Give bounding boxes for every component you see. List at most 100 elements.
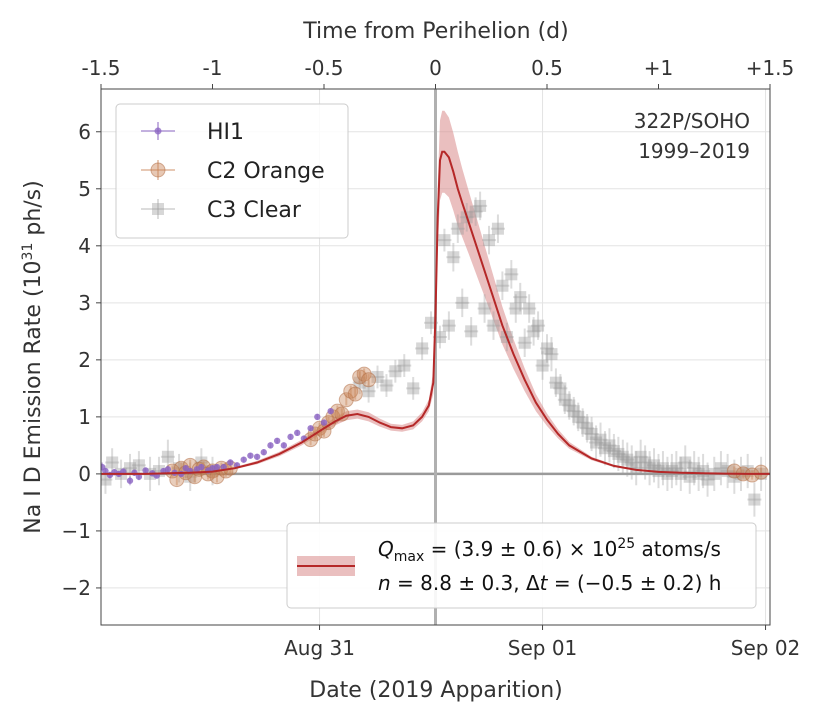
- hi1-point: [240, 456, 247, 463]
- c2-orange-point: [334, 406, 350, 422]
- c3-clear-point: [594, 433, 607, 446]
- hi1-point: [287, 433, 294, 441]
- legend-label-c3: C3 Clear: [207, 198, 302, 223]
- c3-clear-point: [567, 405, 580, 418]
- c3-clear-point: [634, 450, 647, 463]
- c3-clear-point: [665, 465, 678, 478]
- hi1-point: [307, 425, 314, 432]
- x-axis-title: Date (2019 Apparition): [309, 678, 562, 703]
- hi1-point: [135, 473, 143, 480]
- c3-clear-point: [576, 416, 589, 429]
- c3-clear-point: [433, 331, 446, 344]
- hi1-point: [213, 463, 221, 471]
- c3-clear-point: [598, 442, 611, 455]
- y-axis: 6 5 4 3 2 1 0 −1 −2: [62, 120, 101, 600]
- top-axis-title: Time from Perihelion (d): [302, 19, 568, 44]
- c3-clear-point: [456, 296, 469, 309]
- c3-clear-point: [532, 319, 545, 332]
- c3-clear-point: [674, 467, 687, 480]
- c3-clear-point: [541, 342, 553, 355]
- x-tick-label-bottom: Sep 01: [508, 636, 578, 660]
- c3-clear-point: [161, 450, 174, 463]
- c3-clear-point: [603, 439, 616, 452]
- legend-marker-c3: [141, 199, 175, 219]
- c3-clear-point: [558, 393, 571, 406]
- c3-clear-point: [362, 385, 375, 398]
- c3-clear-point: [469, 205, 482, 218]
- y-tick-label: 3: [78, 291, 91, 315]
- fit-q-subscript: max: [394, 549, 425, 565]
- c3-clear-point: [670, 462, 683, 475]
- c3-clear-point: [442, 319, 455, 332]
- c3-clear-point: [661, 467, 674, 480]
- c3-clear-point: [514, 291, 527, 304]
- c3-clear-point: [549, 376, 562, 389]
- c3-clear-point: [523, 302, 536, 315]
- c3-clear-point: [621, 453, 634, 466]
- c2-orange-point: [744, 467, 760, 483]
- y-tick-label: 0: [78, 462, 91, 486]
- x-tick-label-top: 0: [429, 56, 442, 80]
- hi1-point: [320, 419, 328, 426]
- c3-clear-point: [748, 493, 761, 506]
- c3-clear-point: [505, 268, 518, 281]
- c2-orange-point: [352, 369, 368, 385]
- c3-clear-point: [701, 473, 714, 486]
- c3-clear-point: [509, 302, 522, 315]
- c3-clear-point: [447, 251, 460, 264]
- annotation-years: 1999–2019: [638, 139, 750, 163]
- c3-clear-point: [465, 325, 478, 338]
- c3-clear-point: [612, 447, 625, 460]
- c3-clear-point: [616, 450, 629, 463]
- y-axis-title-main: Na I D Emission Rate (10: [21, 260, 46, 533]
- c2-orange-point: [753, 464, 769, 480]
- hi1-point: [267, 442, 274, 449]
- hi1-point: [273, 437, 281, 445]
- c3-clear-point: [371, 370, 384, 383]
- y-axis-title: Na I D Emission Rate (1031 ph/s): [20, 180, 46, 533]
- y-tick-label: −2: [62, 576, 91, 600]
- x-axis-bottom: Aug 31 Sep 01 Sep 02: [284, 625, 800, 660]
- c2-orange-point: [343, 383, 359, 399]
- c3-clear-point: [487, 319, 500, 332]
- c3-clear-point: [585, 427, 598, 440]
- c3-clear-point: [407, 382, 420, 395]
- y-tick-label: 6: [78, 120, 91, 144]
- x-axis-top: -1.5 -1 -0.5 0 0.5 +1 +1.5: [81, 56, 794, 89]
- x-tick-label-bottom: Sep 02: [731, 636, 801, 660]
- c3-clear-point: [648, 459, 661, 472]
- c3-clear-point: [554, 382, 567, 395]
- c2-orange-point: [338, 392, 354, 408]
- c3-clear-point: [474, 199, 487, 212]
- c3-clear-point: [132, 459, 145, 472]
- c3-clear-point: [380, 379, 393, 392]
- c2-orange-point: [361, 372, 377, 388]
- x-tick-label-top: -1: [203, 56, 223, 80]
- y-axis-title-units: ph/s): [21, 180, 46, 242]
- hi1-point: [327, 407, 334, 415]
- hi1-point: [260, 449, 267, 456]
- c3-clear-point: [106, 456, 119, 469]
- c3-clear-point: [416, 342, 429, 355]
- c3-clear-point: [563, 399, 576, 412]
- fit-legend-box: [286, 522, 757, 609]
- c3-clear-point: [478, 302, 491, 315]
- c2-orange-point: [347, 386, 363, 402]
- hi1-point: [102, 467, 109, 475]
- x-tick-label-bottom: Aug 31: [284, 636, 355, 660]
- annotation-comet: 322P/SOHO: [634, 109, 750, 133]
- legend-label-hi1: HI1: [207, 120, 244, 145]
- c3-clear-point: [536, 359, 549, 372]
- hi1-point: [142, 467, 149, 474]
- fit-n-value: = 8.8 ± 0.3, Δ: [391, 571, 540, 595]
- c3-clear-point: [491, 222, 504, 235]
- c3-clear-point: [679, 456, 692, 469]
- c3-clear-point: [451, 222, 464, 235]
- fit-t-value: = (−0.5 ± 0.2) h: [548, 571, 722, 595]
- y-tick-label: 2: [78, 348, 91, 372]
- fit-q-value: = (3.9 ± 0.6) × 10: [424, 537, 617, 561]
- c3-clear-point: [545, 348, 558, 361]
- hi1-point: [280, 442, 288, 449]
- c3-clear-point: [518, 336, 531, 349]
- x-tick-label-top: +1.5: [746, 56, 795, 80]
